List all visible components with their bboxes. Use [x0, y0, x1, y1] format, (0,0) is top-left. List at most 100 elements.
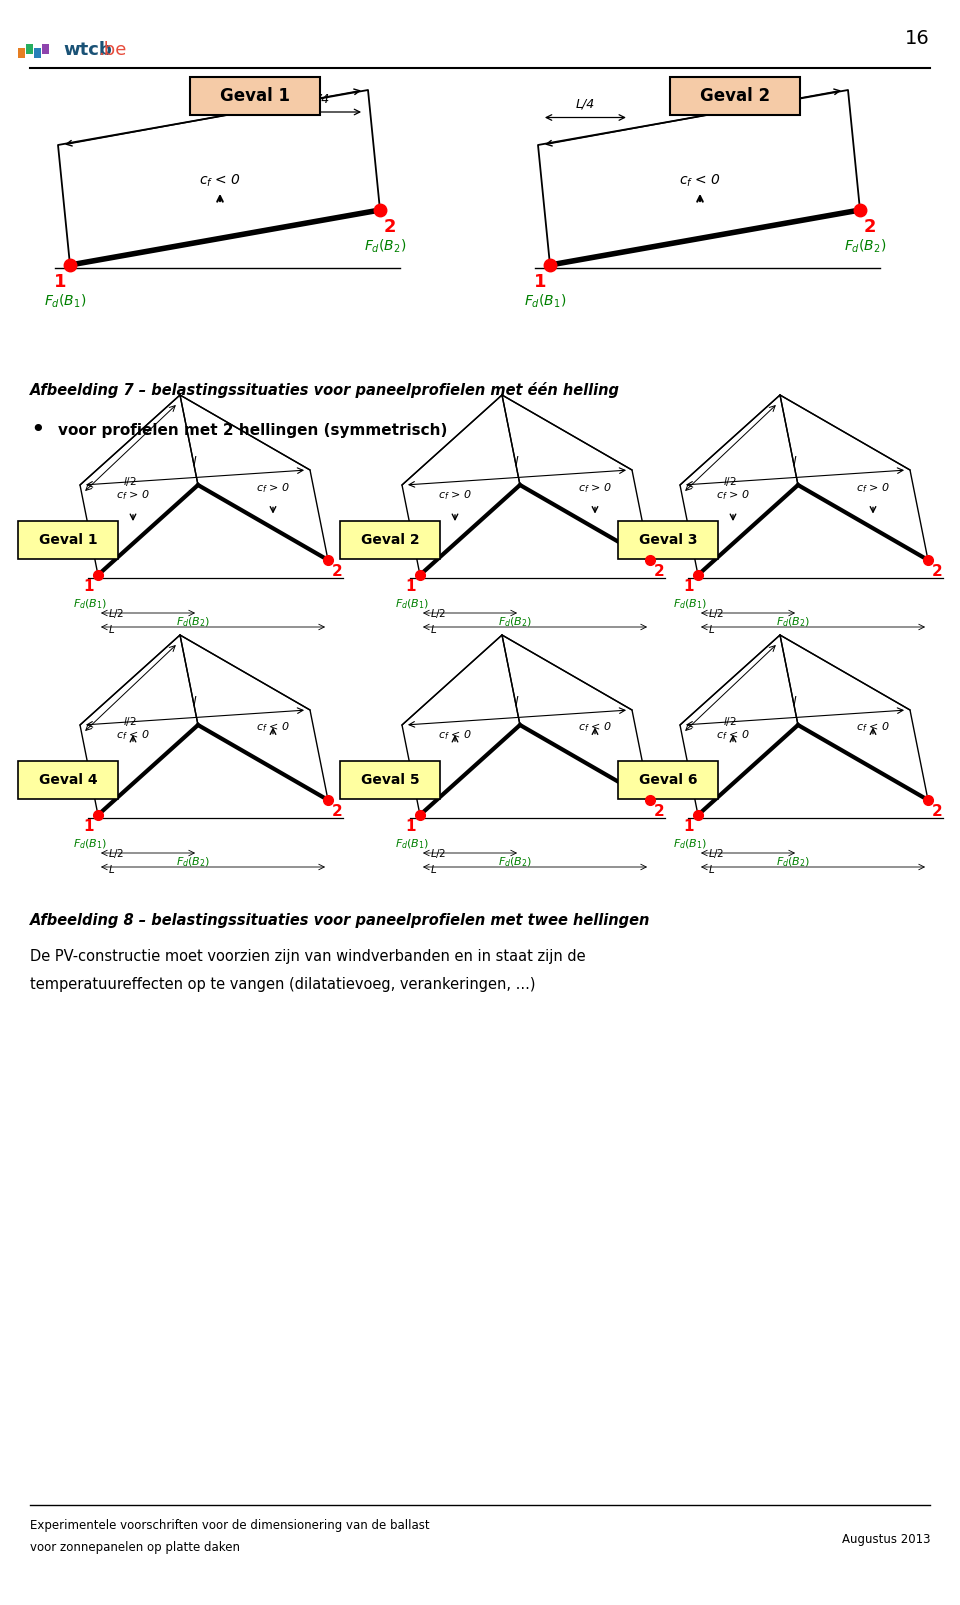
Text: $F_d(B_1)$: $F_d(B_1)$: [673, 836, 708, 851]
Bar: [340, 522, 440, 559]
Text: $l$: $l$: [515, 695, 519, 709]
Text: Geval 2: Geval 2: [361, 533, 420, 547]
Bar: [18, 522, 118, 559]
Text: $l/2$: $l/2$: [123, 475, 136, 488]
Text: 16: 16: [905, 29, 930, 48]
Text: 2: 2: [931, 563, 943, 579]
Text: L: L: [688, 90, 698, 108]
Text: $L$: $L$: [108, 863, 115, 875]
Text: $c_f$ < 0: $c_f$ < 0: [438, 729, 472, 742]
Text: 1: 1: [406, 819, 417, 835]
Text: $F_d(B_2)$: $F_d(B_2)$: [364, 238, 406, 255]
Bar: [670, 77, 800, 116]
Text: $c_f$ < 0: $c_f$ < 0: [716, 729, 750, 742]
Bar: [618, 761, 718, 799]
Text: 2: 2: [654, 563, 664, 579]
Text: $L$: $L$: [430, 863, 437, 875]
Text: temperatuureffecten op te vangen (dilatatievoeg, verankeringen, ...): temperatuureffecten op te vangen (dilata…: [30, 977, 536, 992]
Text: wtcb: wtcb: [63, 42, 111, 59]
Text: $l/2$: $l/2$: [723, 475, 736, 488]
Text: Geval 1: Geval 1: [38, 533, 97, 547]
Text: 1: 1: [84, 579, 94, 594]
Text: L/4: L/4: [576, 98, 595, 111]
Text: 1: 1: [406, 579, 417, 594]
Text: Geval 4: Geval 4: [38, 774, 97, 786]
Text: $L/2$: $L/2$: [108, 607, 125, 620]
Bar: [340, 761, 440, 799]
Text: 1: 1: [54, 273, 66, 291]
Text: Geval 1: Geval 1: [220, 87, 290, 104]
Text: $l$: $l$: [792, 695, 798, 709]
Text: $F_d(B_2)$: $F_d(B_2)$: [776, 855, 810, 868]
Text: $c_f$ > 0: $c_f$ > 0: [578, 482, 612, 494]
Text: De PV-constructie moet voorzien zijn van windverbanden en in staat zijn de: De PV-constructie moet voorzien zijn van…: [30, 950, 586, 965]
Text: 2: 2: [331, 563, 343, 579]
Text: $l/2$: $l/2$: [723, 714, 736, 729]
Text: $c_f$ > 0: $c_f$ > 0: [438, 488, 472, 502]
Text: 1: 1: [534, 273, 546, 291]
Text: 2: 2: [931, 804, 943, 819]
Text: 1: 1: [84, 819, 94, 835]
Text: Augustus 2013: Augustus 2013: [842, 1533, 930, 1547]
Text: $l$: $l$: [192, 695, 198, 709]
Text: $F_d(B_2)$: $F_d(B_2)$: [776, 615, 810, 629]
Text: $c_f$ < 0: $c_f$ < 0: [856, 721, 890, 735]
Text: $F_d(B_1)$: $F_d(B_1)$: [73, 836, 108, 851]
Text: $F_d(B_2)$: $F_d(B_2)$: [176, 855, 210, 868]
Text: $c_f$ < 0: $c_f$ < 0: [199, 173, 241, 189]
Text: $L$: $L$: [430, 623, 437, 636]
Text: 2: 2: [331, 804, 343, 819]
Text: $F_d(B_1)$: $F_d(B_1)$: [44, 294, 86, 310]
Text: $F_d(B_2)$: $F_d(B_2)$: [498, 615, 532, 629]
Text: Geval 3: Geval 3: [638, 533, 697, 547]
Text: $c_f$ > 0: $c_f$ > 0: [856, 482, 890, 494]
Text: $L/2$: $L/2$: [430, 607, 446, 620]
Text: $c_f$ > 0: $c_f$ > 0: [716, 488, 750, 502]
Bar: [18, 48, 25, 58]
Text: Geval 6: Geval 6: [638, 774, 697, 786]
Text: $L$: $L$: [708, 623, 715, 636]
Text: $L$: $L$: [108, 623, 115, 636]
Text: $l$: $l$: [515, 456, 519, 470]
Text: L/4: L/4: [311, 91, 330, 104]
Text: L: L: [208, 90, 218, 108]
Text: $c_f$ < 0: $c_f$ < 0: [116, 729, 150, 742]
Text: 1: 1: [684, 819, 694, 835]
Text: 2: 2: [654, 804, 664, 819]
Text: $l$: $l$: [792, 456, 798, 470]
Text: $l/2$: $l/2$: [123, 714, 136, 729]
Text: $c_f$ < 0: $c_f$ < 0: [578, 721, 612, 735]
Text: Experimentele voorschriften voor de dimensionering van de ballast: Experimentele voorschriften voor de dime…: [30, 1518, 430, 1531]
Text: voor zonnepanelen op platte daken: voor zonnepanelen op platte daken: [30, 1541, 240, 1554]
Text: $F_d(B_1)$: $F_d(B_1)$: [673, 597, 708, 610]
Text: $L/2$: $L/2$: [108, 847, 125, 860]
Text: $c_f$ < 0: $c_f$ < 0: [256, 721, 290, 735]
Text: 2: 2: [864, 218, 876, 236]
Text: voor profielen met 2 hellingen (symmetrisch): voor profielen met 2 hellingen (symmetri…: [58, 422, 447, 438]
Text: $L/2$: $L/2$: [708, 607, 725, 620]
Text: $c_f$ < 0: $c_f$ < 0: [679, 173, 721, 189]
Bar: [26, 43, 33, 55]
Bar: [18, 761, 118, 799]
Text: Afbeelding 8 – belastingssituaties voor paneelprofielen met twee hellingen: Afbeelding 8 – belastingssituaties voor …: [30, 913, 650, 928]
Text: Afbeelding 7 – belastingssituaties voor paneelprofielen met één helling: Afbeelding 7 – belastingssituaties voor …: [30, 382, 620, 398]
Text: Geval 5: Geval 5: [361, 774, 420, 786]
Bar: [190, 77, 320, 116]
Text: $F_d(B_1)$: $F_d(B_1)$: [395, 836, 429, 851]
Text: $F_d(B_1)$: $F_d(B_1)$: [395, 597, 429, 610]
Text: Geval 2: Geval 2: [700, 87, 770, 104]
Text: $F_d(B_1)$: $F_d(B_1)$: [524, 294, 566, 310]
Text: $L$: $L$: [708, 863, 715, 875]
Text: $F_d(B_2)$: $F_d(B_2)$: [498, 855, 532, 868]
Bar: [42, 43, 49, 55]
Text: .be: .be: [98, 42, 127, 59]
Text: $L/2$: $L/2$: [708, 847, 725, 860]
Bar: [618, 522, 718, 559]
Text: $F_d(B_2)$: $F_d(B_2)$: [844, 238, 886, 255]
Text: $c_f$ > 0: $c_f$ > 0: [256, 482, 290, 494]
Text: $F_d(B_2)$: $F_d(B_2)$: [176, 615, 210, 629]
Text: $l$: $l$: [192, 456, 198, 470]
Text: $L/2$: $L/2$: [430, 847, 446, 860]
Text: $c_f$ > 0: $c_f$ > 0: [116, 488, 150, 502]
Bar: [34, 48, 41, 58]
